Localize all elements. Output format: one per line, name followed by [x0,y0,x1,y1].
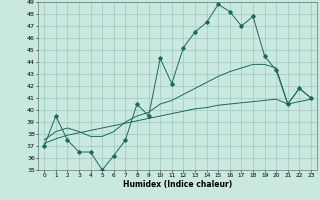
X-axis label: Humidex (Indice chaleur): Humidex (Indice chaleur) [123,180,232,189]
